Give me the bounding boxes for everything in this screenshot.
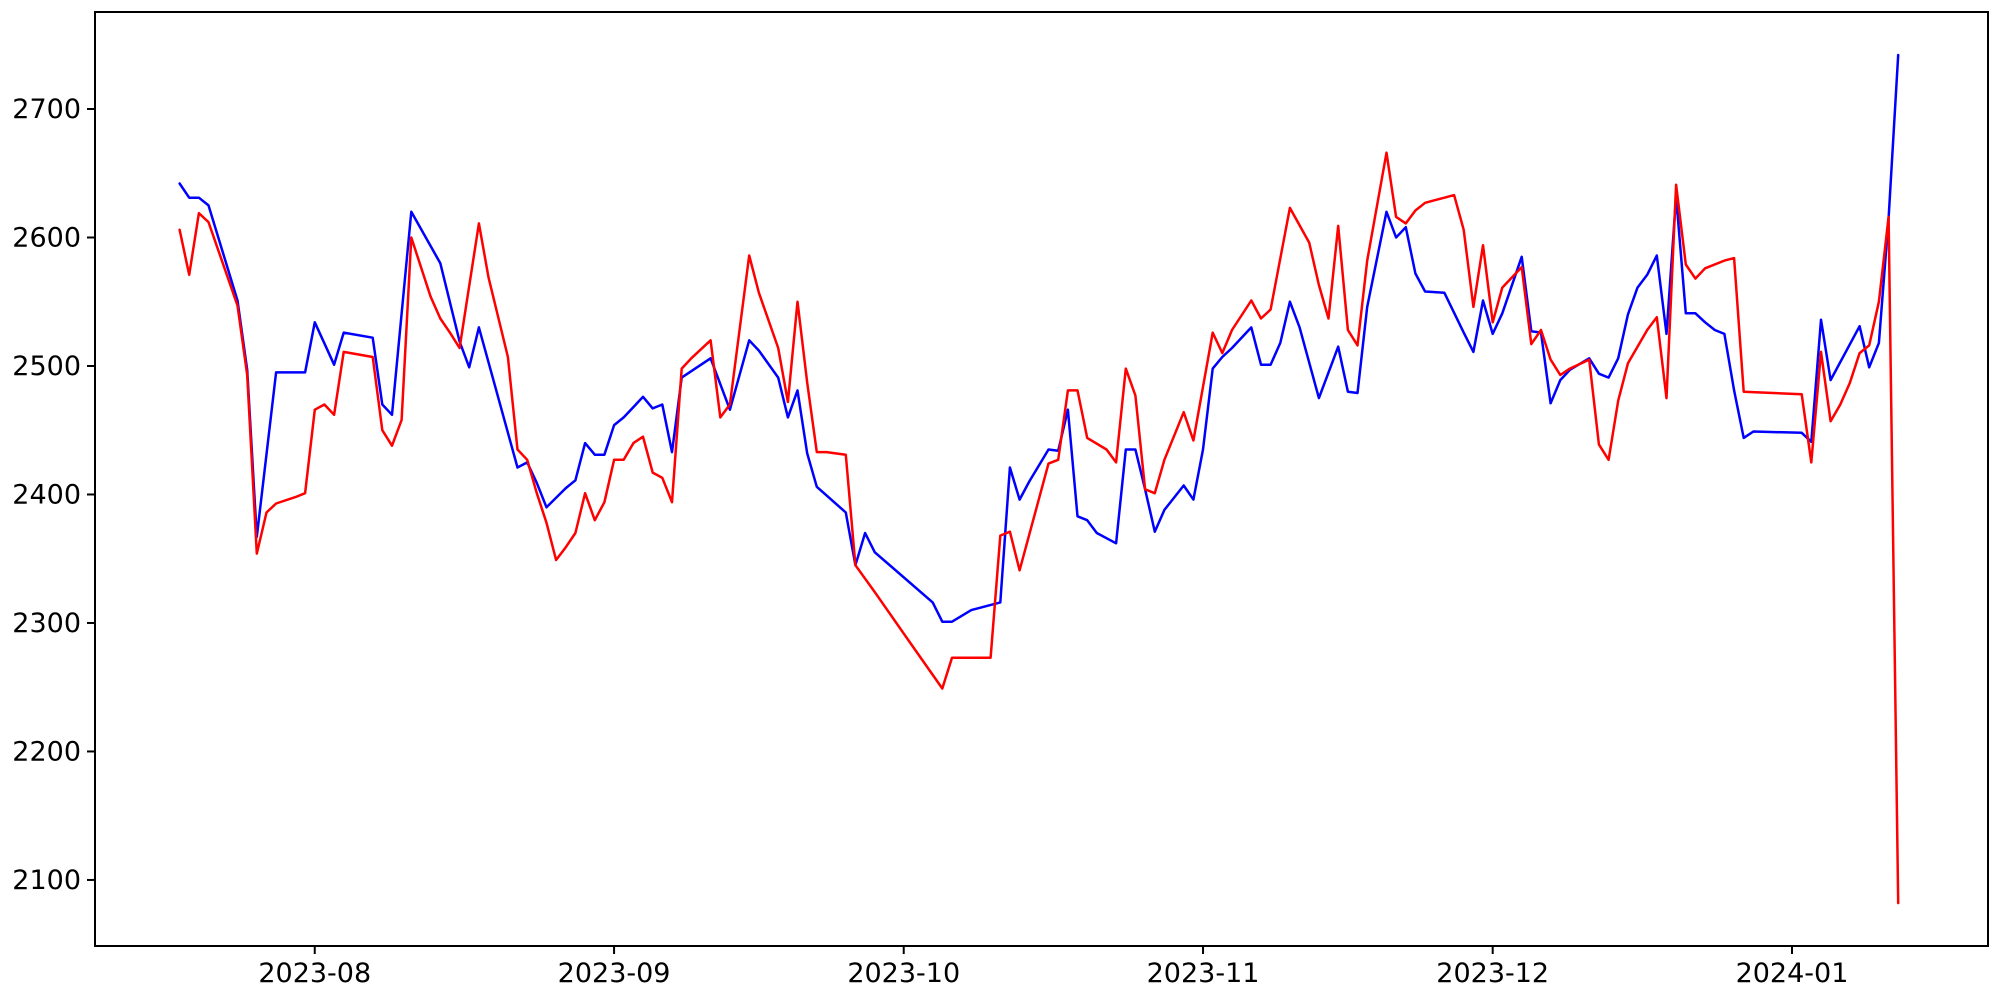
series-red-line — [178, 151, 1900, 905]
y-tick-label: 2300 — [12, 608, 81, 639]
x-tick-label: 2023-09 — [558, 958, 671, 989]
y-tick-label: 2400 — [12, 479, 81, 510]
x-tick-label: 2024-01 — [1736, 958, 1849, 989]
x-tick-label: 2023-10 — [847, 958, 960, 989]
x-tick-label: 2023-12 — [1436, 958, 1549, 989]
y-tick-label: 2700 — [12, 94, 81, 125]
x-tick-label: 2023-11 — [1147, 958, 1260, 989]
y-tick-label: 2600 — [12, 223, 81, 254]
y-tick-label: 2500 — [12, 351, 81, 382]
x-tick-label: 2023-08 — [258, 958, 371, 989]
series-blue-line — [178, 53, 1900, 623]
plot-area-border — [94, 11, 1989, 947]
y-tick-label: 2100 — [12, 865, 81, 896]
y-tick-label: 2200 — [12, 736, 81, 767]
